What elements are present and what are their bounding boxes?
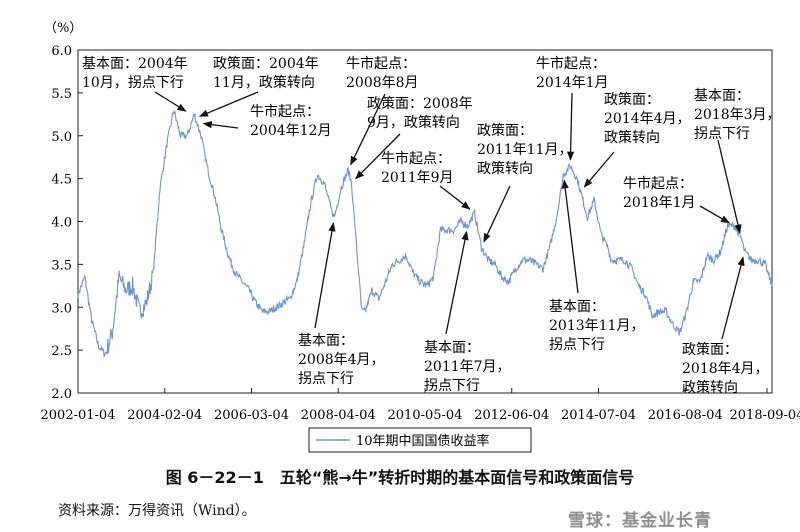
x-tick-label: 2004-02-04 [127, 408, 202, 423]
annotation-text: 基本面： [424, 339, 480, 356]
annotation: 牛市起点： 2011年9月 [381, 150, 471, 210]
annotation-text: 2014年1月 [536, 75, 609, 91]
annotation-text: 拐点下行 [549, 337, 605, 353]
annotation: 政策面： 2014年4月， 政策转向 [583, 91, 691, 188]
yield-chart: （%） 6.0 5.5 5.0 4.5 4.0 3.5 3.0 2.5 2.0 2002-01-… [41, 21, 800, 453]
y-tick-label: 2.0 [51, 387, 72, 402]
y-tick-label: 6.0 [51, 44, 72, 59]
y-tick-label: 5.5 [51, 87, 72, 102]
annotation-arrow [721, 256, 745, 340]
legend-label: 10年期中国国债收益率 [356, 433, 490, 449]
x-tick-label: 2008-04-04 [301, 408, 376, 423]
annotation-text: 基本面： [694, 87, 750, 104]
annotation-arrow [439, 185, 471, 210]
annotation: 牛市起点： 2004年12月 [202, 103, 331, 139]
annotations-layer: 基本面：2004年10月，拐点下行政策面：2004年11月，政策转向牛市起点：2… [82, 55, 781, 396]
x-tick-label: 2014-07-04 [561, 408, 636, 423]
annotation-text: 政策转向 [604, 129, 660, 146]
annotation: 牛市起点： 2014年1月 [536, 55, 609, 161]
annotation-text: 2011年7月， [424, 359, 511, 375]
annotation-arrow [566, 92, 575, 161]
annotation-text: 基本面： [549, 298, 605, 315]
y-tick-label: 3.0 [51, 301, 72, 316]
y-unit-label: （%） [44, 21, 82, 36]
x-tick-label: 2012-06-04 [474, 408, 549, 423]
annotation-text: 牛市起点： [250, 103, 320, 120]
y-tick-label: 2.5 [51, 344, 72, 359]
annotation: 基本面： 2013年11月， 拐点下行 [549, 179, 644, 353]
yield-series-line [77, 109, 773, 358]
annotation-text: 基本面：2004年 [82, 55, 188, 72]
annotation-text: 2011年11月， [477, 142, 572, 158]
annotation-text: 2011年9月 [381, 170, 454, 186]
annotation-text: 政策转向 [682, 379, 738, 396]
annotation: 政策面：2004年 11月，政策转向 [198, 55, 319, 117]
annotation-arrow [202, 121, 239, 129]
annotation-text: 2008年8月 [346, 75, 419, 91]
source-note: 资料来源：万得资讯（Wind）。 [58, 503, 256, 519]
annotation-text: 9月，政策转向 [367, 114, 460, 131]
annotation: 牛市起点： 2018年1月 [623, 175, 730, 224]
series-layer [77, 109, 773, 358]
annotation-text: 2018年1月 [623, 195, 696, 211]
annotation-text: 2008年4月， [298, 352, 385, 368]
annotation-text: 拐点下行 [298, 371, 354, 387]
annotation: 基本面： 2008年4月， 拐点下行 [298, 222, 385, 387]
annotation: 基本面： 2011年7月， 拐点下行 [424, 230, 511, 394]
annotation-text: 10月，拐点下行 [82, 75, 184, 91]
annotation-text: 2018年4月， [682, 361, 769, 377]
x-tick-label: 2010-05-04 [388, 408, 463, 423]
y-tick-label: 4.5 [51, 173, 72, 188]
annotation-text: 牛市起点： [623, 175, 693, 192]
annotation: 基本面： 2018年3月， 拐点下行 [694, 87, 781, 234]
annotation: 政策面：2008年 9月，政策转向 [355, 95, 473, 180]
y-axis: 6.0 5.5 5.0 4.5 4.0 3.5 3.0 2.5 2.0 [51, 44, 83, 402]
annotation-text: 政策面：2004年 [213, 55, 319, 72]
annotation-arrow [483, 185, 511, 243]
x-tick-label: 2006-03-04 [214, 408, 289, 423]
y-tick-label: 3.5 [51, 258, 72, 273]
annotation-text: 政策面： [682, 341, 738, 358]
annotation-arrow [355, 133, 401, 180]
annotation-arrow [699, 205, 730, 224]
annotation: 牛市起点： 2008年8月 [346, 55, 419, 166]
annotation-text: 2014年4月， [604, 111, 691, 127]
annotation: 政策面： 2018年4月， 政策转向 [682, 256, 769, 396]
y-tick-label: 5.0 [51, 130, 72, 145]
legend: 10年期中国国债收益率 [308, 427, 532, 453]
annotation: 政策面： 2011年11月， 政策转向 [477, 122, 572, 243]
annotation-text: 牛市起点： [346, 55, 416, 72]
annotation-arrow [717, 139, 742, 234]
annotation-text: 2018年3月， [694, 107, 781, 123]
annotation-text: 牛市起点： [536, 55, 606, 72]
annotation-text: 政策转向 [477, 160, 533, 177]
annotation-text: 拐点下行 [424, 378, 480, 394]
annotation-arrow [314, 222, 336, 329]
annotation-text: 基本面： [298, 332, 354, 349]
annotation-text: 政策面：2008年 [367, 95, 473, 112]
annotation-text: 牛市起点： [381, 150, 451, 167]
annotation-arrow [583, 151, 615, 188]
annotation-arrow [154, 91, 187, 112]
annotation-text: 政策面： [477, 122, 533, 139]
x-tick-label: 2018-09-04 [730, 408, 800, 423]
annotation-text: 政策面： [604, 91, 660, 108]
annotation-arrow [561, 179, 579, 294]
x-tick-label: 2016-08-04 [648, 408, 723, 423]
annotation-text: 2013年11月， [549, 318, 644, 334]
annotation-arrow [350, 93, 386, 166]
annotation-text: 2004年12月 [250, 123, 331, 139]
annotation-arrow [198, 91, 259, 117]
annotation: 基本面：2004年 10月，拐点下行 [82, 55, 188, 112]
annotation-text: 拐点下行 [694, 126, 750, 142]
figure-caption: 图 6－22－1 五轮“熊→牛”转折时期的基本面信号和政策面信号 [165, 468, 635, 487]
y-tick-label: 4.0 [51, 216, 72, 231]
watermark-text: 雪球：基金业长青 [568, 511, 712, 531]
annotation-text: 11月，政策转向 [213, 74, 315, 91]
annotation-arrow [445, 230, 469, 335]
x-tick-label: 2002-01-04 [41, 408, 116, 423]
x-axis: 2002-01-04 2004-02-04 2006-03-04 2008-04-04… [41, 388, 800, 423]
